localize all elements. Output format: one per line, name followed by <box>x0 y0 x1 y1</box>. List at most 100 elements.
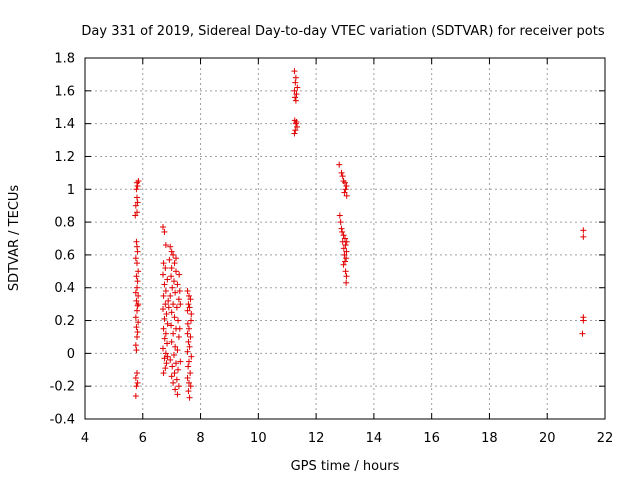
data-point <box>133 186 140 193</box>
data-point <box>135 319 142 326</box>
y-tick-label: 1.4 <box>54 117 75 132</box>
chart-title: Day 331 of 2019, Sidereal Day-to-day VTE… <box>81 24 604 39</box>
data-point <box>162 242 169 249</box>
data-point <box>342 268 349 275</box>
data-point <box>580 317 587 324</box>
data-point <box>173 268 179 275</box>
data-point <box>340 232 347 239</box>
data-point <box>174 281 181 288</box>
x-axis-ticks: 4 6 8 10 12 14 16 18 20 22 <box>81 58 613 446</box>
y-tick-label: 1.8 <box>54 52 75 67</box>
data-point <box>172 343 179 350</box>
data-point <box>173 255 179 262</box>
data-point <box>160 370 167 377</box>
data-point <box>135 301 142 308</box>
data-point <box>343 192 350 199</box>
data-point <box>173 360 179 367</box>
data-point <box>341 189 348 196</box>
data-point <box>342 235 348 242</box>
data-point <box>343 238 350 245</box>
data-point <box>293 118 300 125</box>
data-point <box>132 255 139 262</box>
data-point <box>161 228 168 235</box>
data-point <box>580 233 587 240</box>
data-point <box>162 350 169 357</box>
data-points <box>132 68 587 401</box>
data-point <box>134 243 140 250</box>
data-point <box>186 379 192 386</box>
y-tick-label: -0.4 <box>50 413 75 428</box>
data-point <box>184 330 191 337</box>
y-tick-label: 0.4 <box>54 281 75 296</box>
data-point <box>132 212 139 219</box>
data-point <box>132 374 139 381</box>
data-point <box>291 130 298 137</box>
data-point <box>171 370 178 377</box>
data-point <box>339 228 346 235</box>
data-point <box>160 224 166 231</box>
data-point <box>132 314 139 321</box>
data-point <box>176 325 183 332</box>
data-point <box>160 345 166 352</box>
data-point <box>292 97 299 104</box>
data-point <box>343 255 350 262</box>
data-point <box>170 251 177 258</box>
data-point <box>172 386 179 393</box>
x-tick-label: 18 <box>481 431 498 446</box>
data-point <box>184 288 191 295</box>
data-point <box>168 373 175 380</box>
data-point <box>171 260 178 267</box>
data-point <box>162 288 169 295</box>
data-point <box>160 325 167 332</box>
data-point <box>160 260 167 267</box>
data-point <box>342 186 349 193</box>
data-point <box>177 358 184 365</box>
data-point <box>341 251 348 258</box>
data-point <box>134 333 140 340</box>
y-axis-label: SDTVAR / TECUs <box>7 185 22 292</box>
y-tick-label: 0.8 <box>54 216 75 231</box>
data-point <box>134 182 141 189</box>
data-point <box>187 370 194 377</box>
data-point <box>337 219 344 226</box>
y-tick-label: 1.2 <box>54 150 75 165</box>
data-point <box>174 347 181 354</box>
data-point <box>186 325 192 332</box>
data-point <box>165 297 172 304</box>
data-point <box>134 370 140 377</box>
data-point <box>134 329 141 336</box>
data-point <box>168 322 175 329</box>
data-point <box>343 248 350 255</box>
data-point <box>164 353 171 360</box>
data-point <box>167 243 174 250</box>
data-point <box>291 87 298 94</box>
data-point <box>342 242 349 249</box>
x-tick-label: 12 <box>308 431 325 446</box>
x-tick-label: 20 <box>539 431 556 446</box>
y-tick-label: -0.2 <box>50 380 75 395</box>
data-point <box>160 292 167 299</box>
data-point <box>175 333 182 340</box>
data-point <box>176 288 183 295</box>
data-point <box>188 317 195 324</box>
data-point <box>176 271 183 278</box>
y-tick-label: 1 <box>67 183 75 198</box>
data-point <box>168 338 175 345</box>
data-point <box>162 365 169 372</box>
plot-frame <box>84 57 606 420</box>
data-point <box>169 363 176 370</box>
data-point <box>342 179 348 186</box>
data-point <box>134 248 141 255</box>
data-point <box>164 320 171 327</box>
data-point <box>132 342 139 349</box>
data-point <box>164 276 171 283</box>
data-point <box>343 273 350 280</box>
data-point <box>184 307 191 314</box>
data-point <box>175 383 182 390</box>
data-point <box>134 284 140 291</box>
data-point <box>186 304 193 311</box>
data-point <box>186 343 193 350</box>
x-tick-label: 8 <box>196 431 204 446</box>
data-point <box>161 335 168 342</box>
